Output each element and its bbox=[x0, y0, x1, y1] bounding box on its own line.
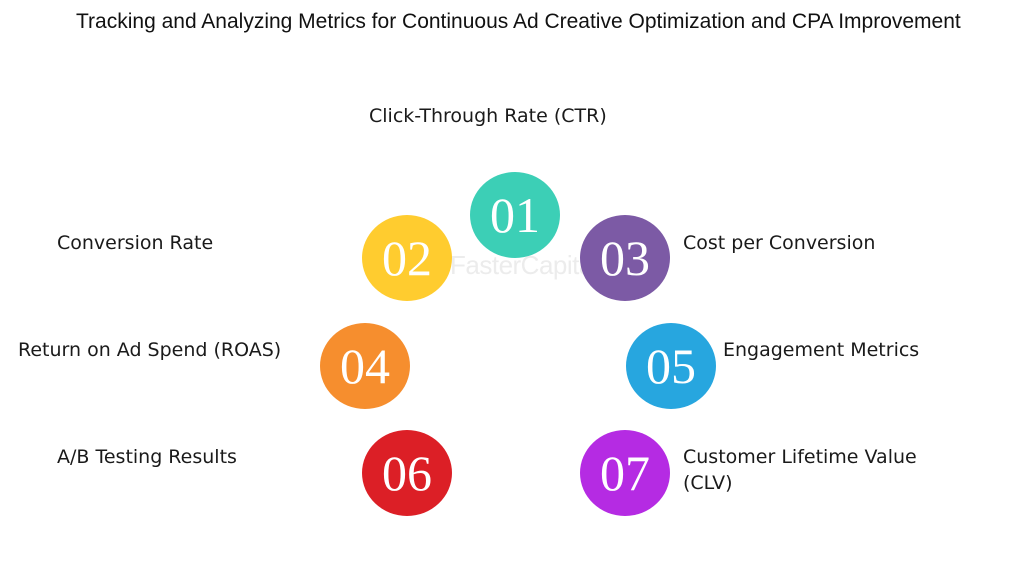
metric-label-clv: Customer Lifetime Value (CLV) bbox=[683, 446, 917, 494]
metric-label-ab-testing: A/B Testing Results bbox=[57, 446, 237, 468]
metric-label-conversion-rate: Conversion Rate bbox=[57, 232, 214, 254]
metric-number-circle-06: 06 bbox=[362, 430, 452, 516]
metric-number-circle-01: 01 bbox=[470, 172, 560, 258]
metric-label-ctr: Click-Through Rate (CTR) bbox=[369, 105, 607, 127]
metric-number-circle-04: 04 bbox=[320, 323, 410, 409]
metric-label-cost-per-conversion: Cost per Conversion bbox=[683, 232, 876, 254]
metric-number-circle-05: 05 bbox=[626, 323, 716, 409]
diagram-title: Tracking and Analyzing Metrics for Conti… bbox=[76, 10, 961, 33]
metric-number-circle-07: 07 bbox=[580, 430, 670, 516]
metric-label-engagement-metrics: Engagement Metrics bbox=[723, 339, 920, 361]
metric-label-roas: Return on Ad Spend (ROAS) bbox=[18, 339, 282, 361]
metric-number-circle-03: 03 bbox=[580, 215, 670, 301]
metric-number-circle-02: 02 bbox=[362, 215, 452, 301]
